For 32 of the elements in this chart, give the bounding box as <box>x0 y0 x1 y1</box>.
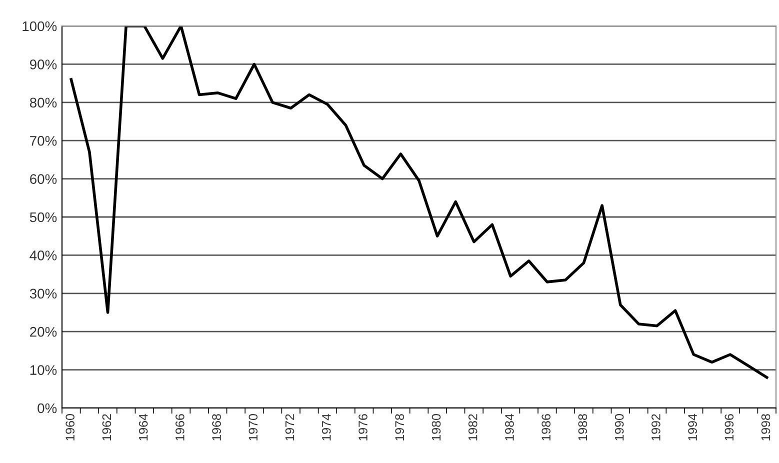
x-tick-label: 1992 <box>652 414 660 440</box>
x-tick-label: 1964 <box>138 414 148 440</box>
y-tick-label: 60% <box>30 174 57 184</box>
y-tick-label: 90% <box>30 60 57 70</box>
y-tick-label: 70% <box>30 136 57 146</box>
y-tick-label: 40% <box>30 250 57 260</box>
y-tick-label: 0% <box>38 403 57 414</box>
x-tick-label: 1962 <box>102 414 112 440</box>
x-tick-label: 1970 <box>248 414 258 440</box>
y-tick-label: 30% <box>30 288 57 299</box>
y-tick-label: 100% <box>22 21 57 32</box>
x-tick-label: 1996 <box>724 414 734 440</box>
x-tick-label: 1974 <box>322 414 331 440</box>
x-tick-label: 1968 <box>212 414 221 440</box>
y-tick-label: 10% <box>30 365 57 375</box>
y-tick-label: 20% <box>30 326 57 337</box>
x-tick-label: 1998 <box>761 414 770 440</box>
x-tick-label: 1988 <box>578 414 588 440</box>
x-tick-label: 1978 <box>395 414 404 440</box>
line-series <box>70 26 768 379</box>
x-tick-label: 1982 <box>468 414 478 440</box>
y-tick-label: 80% <box>30 98 57 108</box>
x-tick-label: 1990 <box>614 414 624 440</box>
x-tick-label: 1994 <box>688 414 697 440</box>
x-tick-label: 1966 <box>176 414 184 440</box>
x-tick-label: 1986 <box>542 414 551 440</box>
x-tick-label: 1980 <box>432 414 441 440</box>
x-tick-label: 1976 <box>358 414 368 440</box>
x-tick-label: 1972 <box>285 414 294 440</box>
y-tick-label: 50% <box>30 212 57 222</box>
x-tick-label: 1984 <box>505 414 514 440</box>
x-tick-label: 1960 <box>66 414 75 440</box>
